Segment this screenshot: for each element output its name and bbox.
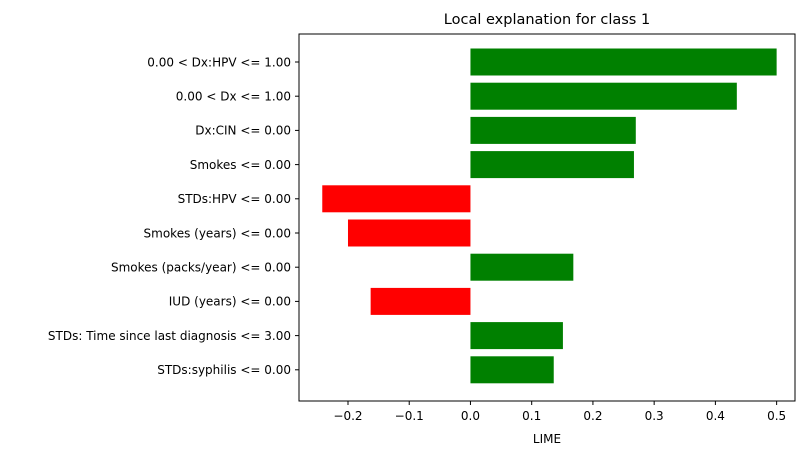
y-tick-label-2: Dx:CIN <= 0.00 xyxy=(195,124,291,138)
bar-7 xyxy=(370,287,471,315)
y-tick-label-9: STDs:syphilis <= 0.00 xyxy=(157,363,291,377)
x-tick-label-3: 0.1 xyxy=(522,409,541,423)
bar-5 xyxy=(347,219,471,247)
bar-9 xyxy=(470,356,554,384)
y-tick-label-4: STDs:HPV <= 0.00 xyxy=(178,192,291,206)
x-tick-label-7: 0.5 xyxy=(767,409,786,423)
bar-1 xyxy=(470,82,737,110)
x-tick-label-0: −0.2 xyxy=(333,409,362,423)
bar-4 xyxy=(322,185,471,213)
x-axis-label: LIME xyxy=(533,432,561,446)
x-axis-ticks: −0.2 −0.1 0.0 0.1 0.2 0.3 0.4 0.5 xyxy=(333,401,786,423)
bar-6 xyxy=(470,253,574,281)
bar-8 xyxy=(470,322,563,350)
y-axis-ticks: 0.00 < Dx:HPV <= 1.00 0.00 < Dx <= 1.00 Dx… xyxy=(48,55,299,377)
x-tick-label-4: 0.2 xyxy=(583,409,602,423)
x-tick-label-2: 0.0 xyxy=(461,409,480,423)
x-tick-label-6: 0.4 xyxy=(706,409,725,423)
chart-title: Local explanation for class 1 xyxy=(444,12,650,28)
x-tick-label-1: −0.1 xyxy=(395,409,424,423)
bar-3 xyxy=(470,151,634,179)
y-tick-label-8: STDs: Time since last diagnosis <= 3.00 xyxy=(48,329,291,343)
bars-group xyxy=(322,48,777,384)
y-tick-label-6: Smokes (packs/year) <= 0.00 xyxy=(111,261,291,275)
bar-2 xyxy=(470,116,636,144)
y-tick-label-0: 0.00 < Dx:HPV <= 1.00 xyxy=(147,55,291,69)
y-tick-label-7: IUD (years) <= 0.00 xyxy=(169,295,291,309)
bar-0 xyxy=(470,48,777,76)
plot-frame xyxy=(298,33,796,402)
y-tick-label-1: 0.00 < Dx <= 1.00 xyxy=(176,90,291,104)
y-tick-label-5: Smokes (years) <= 0.00 xyxy=(144,226,291,240)
x-tick-label-5: 0.3 xyxy=(645,409,664,423)
y-tick-label-3: Smokes <= 0.00 xyxy=(190,158,291,172)
